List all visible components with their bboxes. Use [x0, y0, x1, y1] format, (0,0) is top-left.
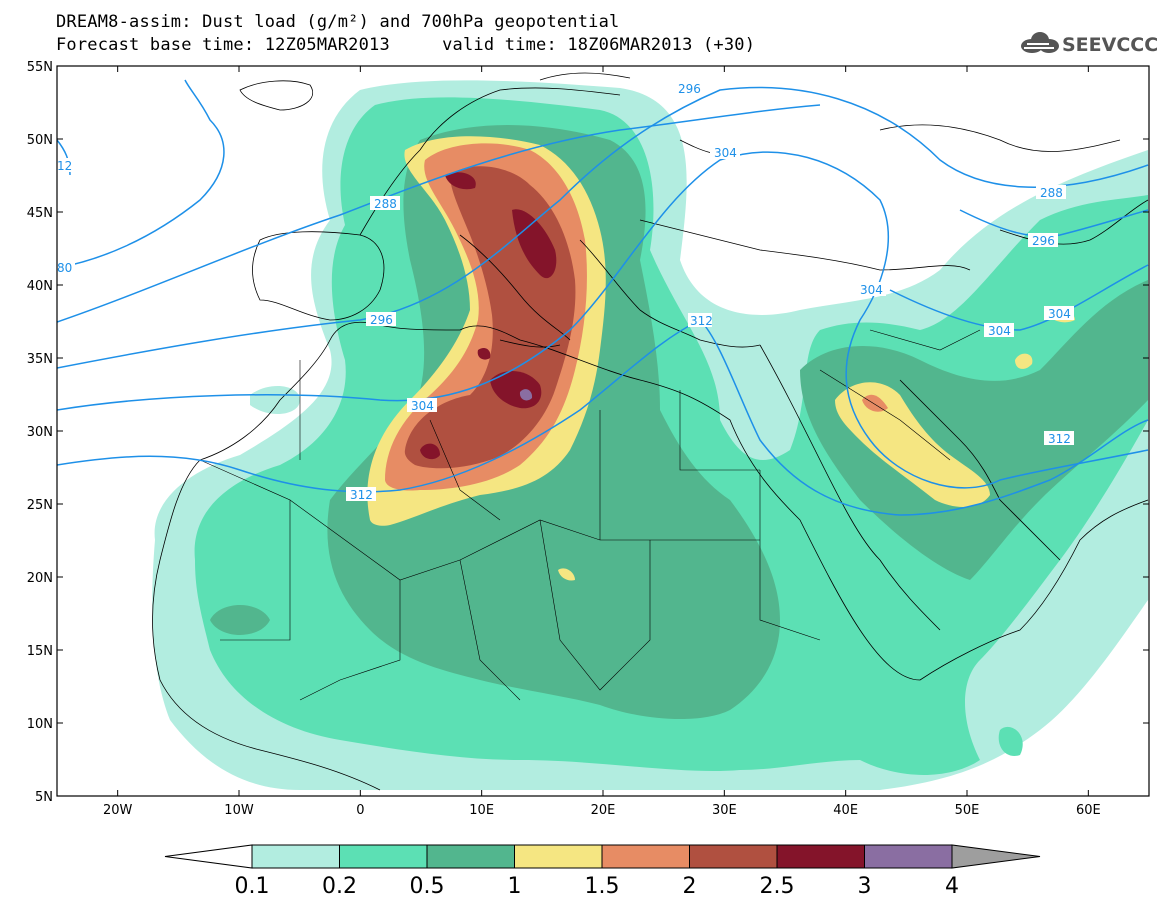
svg-text:80: 80 [57, 261, 72, 275]
lon-label: 0 [356, 803, 364, 818]
contour-label: 304 [407, 398, 437, 413]
svg-text:304: 304 [988, 324, 1011, 338]
svg-text:312: 312 [690, 314, 713, 328]
colorbar-swatch [251, 844, 340, 869]
lat-label: 40N [27, 279, 53, 294]
colorbar-label: 2.5 [760, 874, 795, 899]
contour-296 [57, 86, 1149, 369]
contour-label: 312 [1044, 431, 1074, 446]
svg-text:288: 288 [1040, 186, 1063, 200]
colorbar-label: 0.5 [410, 874, 445, 899]
contour-label: 296 [1028, 233, 1058, 248]
map-title: DREAM8-assim: Dust load (g/m²) and 700hP… [56, 12, 620, 32]
colorbar-swatch [426, 844, 515, 869]
forecast-base-time: Forecast base time: 12Z05MAR2013 [56, 35, 390, 55]
contour-288 [57, 104, 821, 323]
contour-label: 304 [984, 323, 1014, 338]
colorbar-label: 1.5 [585, 874, 620, 899]
lat-label: 15N [27, 644, 53, 659]
valid-time: valid time: 18Z06MAR2013 (+30) [442, 35, 756, 55]
lat-label: 25N [27, 498, 53, 513]
lon-label: 20W [103, 803, 133, 818]
svg-text:304: 304 [714, 146, 737, 160]
colorbar-label: 2 [683, 874, 697, 899]
svg-text:304: 304 [1048, 307, 1071, 321]
contour-label: 296 [366, 312, 396, 327]
map-area: 296 304 288 296 304 312 312 304 304 304 … [57, 66, 1149, 796]
lon-label: 50E [955, 803, 980, 818]
contour-296-east [959, 209, 1149, 238]
svg-text:312: 312 [1048, 432, 1071, 446]
svg-text:288: 288 [374, 197, 397, 211]
contour-304-east [889, 264, 1149, 331]
lon-label: 20E [591, 803, 616, 818]
dust-load-colorbar: 0.1 0.2 0.5 1 1.5 2 2.5 3 4 [164, 844, 1041, 899]
colorbar-swatch [514, 844, 603, 869]
contour-label: 80 [57, 260, 75, 275]
lon-label: 30E [712, 803, 737, 818]
contour-label: 304 [856, 282, 886, 297]
colorbar-label: 4 [945, 874, 959, 899]
latitude-axis: 55N 50N 45N 40N 35N 30N 25N 20N 15N 10N 5N [27, 60, 1149, 805]
contour-label: 304 [710, 145, 740, 160]
logo-text: SEEVCCC [1062, 34, 1158, 56]
country-borders [199, 329, 981, 701]
contour-label: 312 [688, 313, 713, 328]
contour-312 [57, 319, 1149, 516]
svg-text:296: 296 [370, 313, 393, 327]
svg-text:12: 12 [57, 159, 72, 173]
contour-label: 296 [674, 81, 704, 96]
colorbar-label: 0.1 [235, 874, 270, 899]
map-subtitle: Forecast base time: 12Z05MAR2013 valid t… [56, 35, 755, 55]
colorbar-swatch [339, 844, 428, 869]
contour-label: 304 [1044, 306, 1074, 321]
svg-text:296: 296 [678, 82, 701, 96]
lon-label: 40E [833, 803, 858, 818]
lat-label: 50N [27, 133, 53, 148]
svg-text:312: 312 [350, 488, 373, 502]
lat-label: 20N [27, 571, 53, 586]
colorbar-label: 1 [508, 874, 522, 899]
lat-label: 30N [27, 425, 53, 440]
svg-text:304: 304 [411, 399, 434, 413]
contour-304 [57, 151, 1149, 489]
contour-280 [57, 79, 225, 269]
lat-label: 35N [27, 352, 53, 367]
colorbar-label: 0.2 [322, 874, 357, 899]
svg-text:304: 304 [860, 283, 883, 297]
colorbar-swatch [776, 844, 865, 869]
lat-label: 5N [35, 790, 53, 805]
colorbar-min-arrow [164, 844, 253, 869]
colorbar-max-arrow [951, 844, 1041, 869]
geopotential-contours [57, 79, 1149, 516]
colorbar-label: 3 [858, 874, 872, 899]
contour-label: 288 [1036, 185, 1066, 200]
contour-label: 288 [370, 196, 400, 211]
coastlines [152, 72, 1149, 791]
lon-label: 10E [469, 803, 494, 818]
dust-shading-2.5 [420, 172, 557, 460]
contour-labels: 296 304 288 296 304 312 312 304 304 304 … [57, 81, 1074, 502]
dust-shading-3 [519, 389, 533, 401]
contour-label: 312 [346, 487, 376, 502]
colorbar-swatch [601, 844, 690, 869]
lon-label: 60E [1076, 803, 1101, 818]
lat-label: 45N [27, 206, 53, 221]
lat-label: 55N [27, 60, 53, 75]
seevccc-logo: SEEVCCC [1021, 32, 1158, 56]
svg-text:296: 296 [1032, 234, 1055, 248]
lat-label: 10N [27, 717, 53, 732]
colorbar-swatch [689, 844, 778, 869]
contour-label: 12 [57, 158, 75, 173]
colorbar-swatch [864, 844, 953, 869]
longitude-axis: 20W 10W 0 10E 20E 30E 40E 50E 60E [103, 66, 1101, 818]
lon-label: 10W [224, 803, 254, 818]
cloud-logo-icon [1021, 32, 1059, 53]
